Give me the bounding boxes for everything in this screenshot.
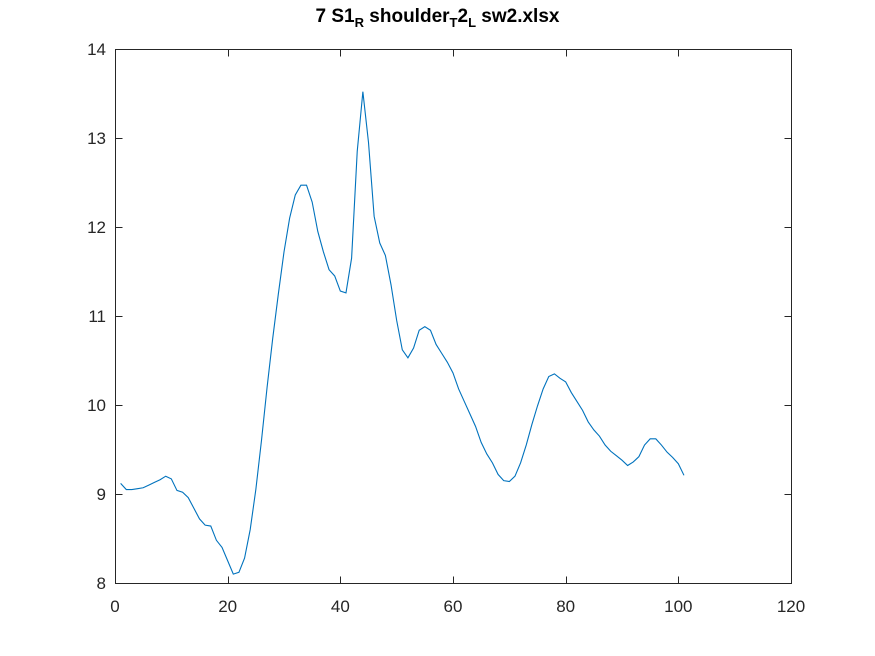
x-tick-label: 80 — [556, 597, 575, 616]
x-tick-label: 60 — [444, 597, 463, 616]
chart-title-part: shoulder — [364, 6, 450, 27]
y-tick-label: 10 — [87, 396, 106, 415]
y-tick-label: 14 — [87, 40, 106, 59]
y-tick-label: 13 — [87, 129, 106, 148]
series-line — [120, 91, 685, 575]
x-tick-label: 0 — [110, 597, 119, 616]
chart-title-subscript: T — [449, 15, 458, 30]
y-tick-label: 9 — [97, 485, 106, 504]
chart-title-subscript: L — [468, 15, 477, 30]
y-tick-label: 12 — [87, 218, 106, 237]
axis-ticks — [115, 49, 792, 584]
chart-title: 7 S1R shoulderT2L sw2.xlsx — [0, 6, 875, 30]
chart-title-subscript: R — [354, 15, 365, 30]
x-tick-label: 20 — [218, 597, 237, 616]
chart-title-part: 7 S1 — [315, 6, 355, 27]
x-tick-label: 120 — [777, 597, 805, 616]
chart-title-part: sw2.xlsx — [476, 6, 560, 27]
plot-area — [115, 49, 792, 584]
axis-tick-labels: 0 20 40 60 80 100 120 8 9 10 11 12 13 14 — [87, 40, 805, 616]
x-tick-label: 40 — [331, 597, 350, 616]
y-tick-label: 8 — [97, 574, 106, 593]
chart-title-part: 2 — [457, 6, 469, 27]
y-tick-label: 11 — [88, 307, 106, 326]
x-tick-label: 100 — [664, 597, 692, 616]
